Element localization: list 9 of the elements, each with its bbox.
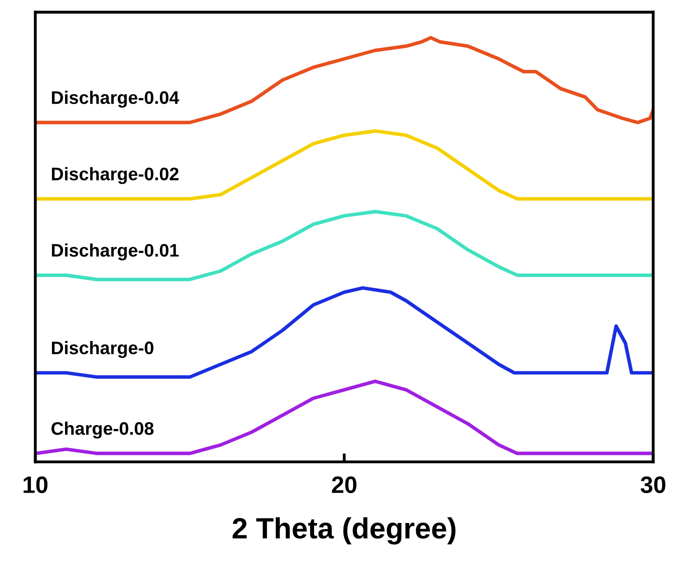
- x-tick-label: 30: [640, 476, 666, 494]
- series-label: Discharge-0.01: [52, 243, 179, 260]
- x-tick-label: 20: [332, 476, 356, 494]
- x-axis-title: 2 Theta (degree): [232, 517, 456, 545]
- series-label: Discharge-0.02: [52, 167, 178, 184]
- series-label: Discharge-0.04: [52, 90, 180, 108]
- series-label: Charge-0.08: [51, 422, 154, 439]
- x-tick-label: 10: [24, 476, 48, 494]
- series-label: Discharge-0: [52, 341, 154, 358]
